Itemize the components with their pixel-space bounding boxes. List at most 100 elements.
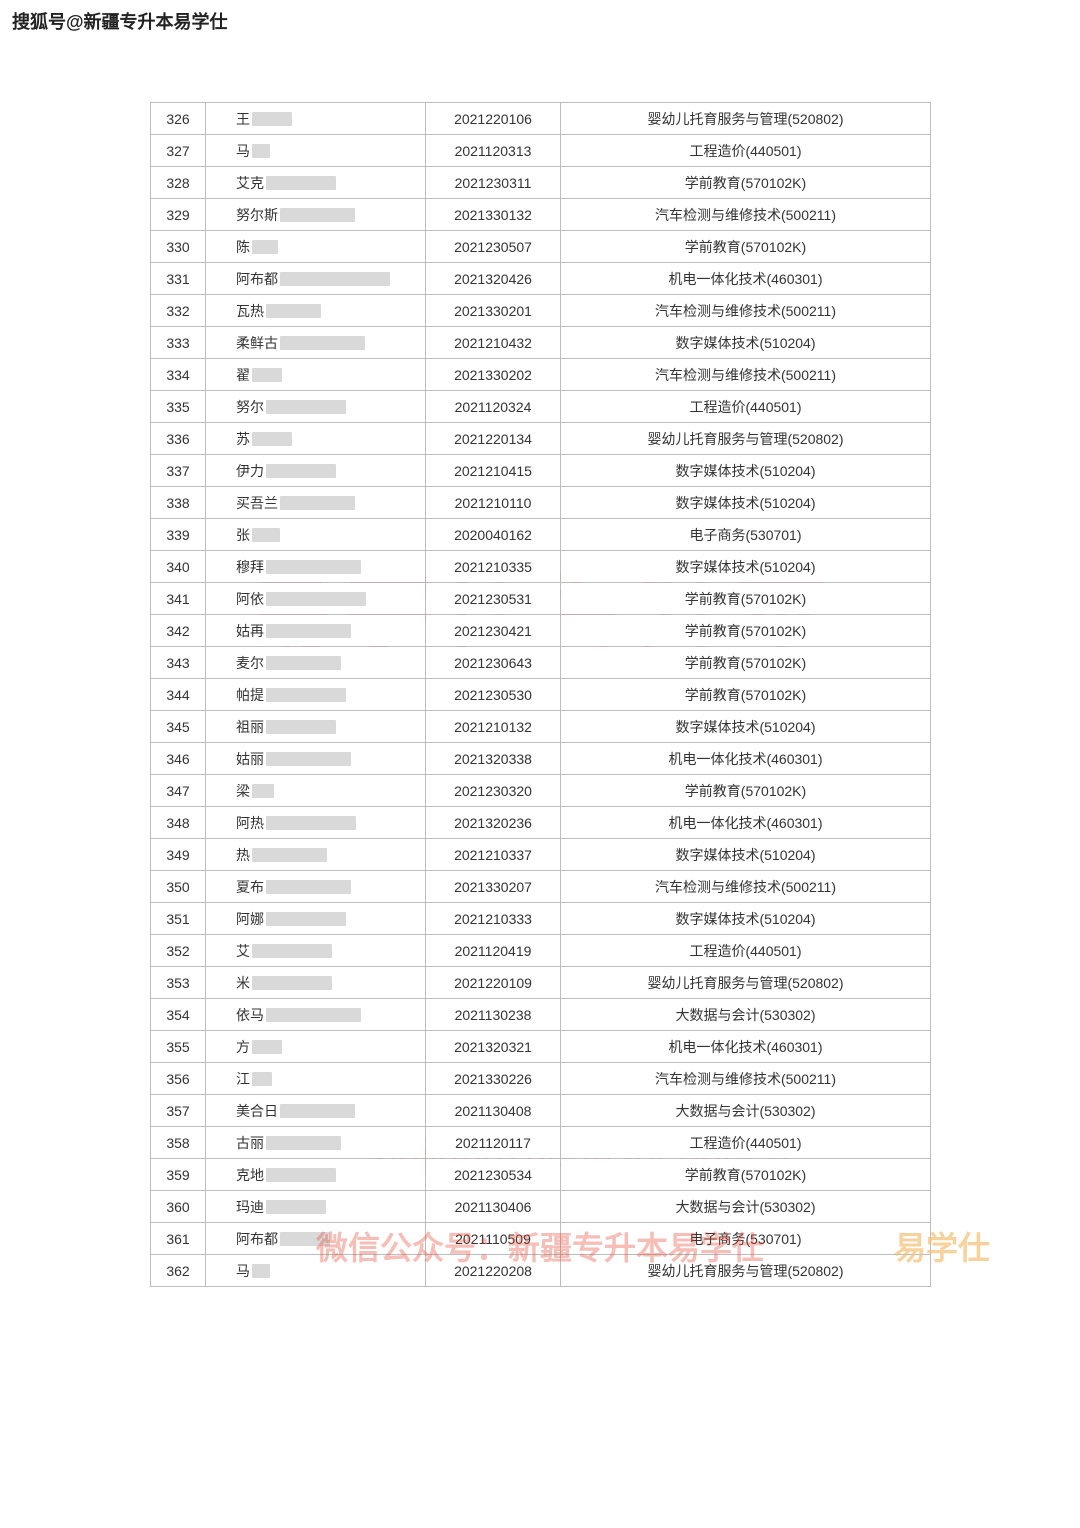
cell-index: 332: [151, 295, 206, 327]
cell-name: 美合日: [206, 1095, 426, 1127]
name-redaction: [266, 656, 341, 670]
name-redaction: [252, 528, 280, 542]
name-text: 王: [236, 109, 250, 129]
name-text: 祖丽: [236, 717, 264, 737]
cell-name: 江: [206, 1063, 426, 1095]
cell-name: 阿依: [206, 583, 426, 615]
table-row: 350夏布2021330207汽车检测与维修技术(500211): [151, 871, 931, 903]
table-row: 354依马2021130238大数据与会计(530302): [151, 999, 931, 1031]
cell-major: 学前教育(570102K): [561, 1159, 931, 1191]
cell-name: 瓦热: [206, 295, 426, 327]
cell-major: 汽车检测与维修技术(500211): [561, 199, 931, 231]
name-redaction: [266, 688, 346, 702]
cell-student-id: 2021330226: [426, 1063, 561, 1095]
name-redaction: [252, 976, 332, 990]
table-row: 330陈2021230507学前教育(570102K): [151, 231, 931, 263]
cell-major: 数字媒体技术(510204): [561, 711, 931, 743]
cell-index: 330: [151, 231, 206, 263]
name-text: 买吾兰: [236, 493, 278, 513]
cell-index: 357: [151, 1095, 206, 1127]
cell-student-id: 2021120117: [426, 1127, 561, 1159]
name-text: 梁: [236, 781, 250, 801]
name-text: 柔鲜古: [236, 333, 278, 353]
cell-major: 机电一体化技术(460301): [561, 263, 931, 295]
cell-major: 汽车检测与维修技术(500211): [561, 1063, 931, 1095]
name-text: 苏: [236, 429, 250, 449]
table-row: 333柔鲜古2021210432数字媒体技术(510204): [151, 327, 931, 359]
cell-index: 353: [151, 967, 206, 999]
table-row: 342姑再2021230421学前教育(570102K): [151, 615, 931, 647]
cell-major: 学前教育(570102K): [561, 647, 931, 679]
table-row: 337伊力2021210415数字媒体技术(510204): [151, 455, 931, 487]
name-text: 翟: [236, 365, 250, 385]
name-text: 阿布都: [236, 1229, 278, 1249]
cell-student-id: 2021220134: [426, 423, 561, 455]
cell-name: 努尔: [206, 391, 426, 423]
cell-student-id: 2021130406: [426, 1191, 561, 1223]
name-text: 陈: [236, 237, 250, 257]
cell-index: 348: [151, 807, 206, 839]
table-row: 346姑丽2021320338机电一体化技术(460301): [151, 743, 931, 775]
name-redaction: [252, 368, 282, 382]
cell-student-id: 2021230311: [426, 167, 561, 199]
cell-major: 机电一体化技术(460301): [561, 743, 931, 775]
cell-major: 大数据与会计(530302): [561, 1095, 931, 1127]
cell-major: 大数据与会计(530302): [561, 1191, 931, 1223]
cell-name: 梁: [206, 775, 426, 807]
cell-index: 354: [151, 999, 206, 1031]
cell-name: 热: [206, 839, 426, 871]
page-header: 搜狐号@新疆专升本易学仕: [0, 0, 1080, 42]
cell-major: 电子商务(530701): [561, 519, 931, 551]
cell-name: 穆拜: [206, 551, 426, 583]
name-text: 张: [236, 525, 250, 545]
name-redaction: [266, 912, 346, 926]
cell-name: 马: [206, 135, 426, 167]
name-text: 姑再: [236, 621, 264, 641]
table-row: 329努尔斯2021330132汽车检测与维修技术(500211): [151, 199, 931, 231]
name-text: 伊力: [236, 461, 264, 481]
cell-major: 学前教育(570102K): [561, 583, 931, 615]
cell-name: 马: [206, 1255, 426, 1287]
name-redaction: [252, 112, 292, 126]
name-redaction: [280, 336, 365, 350]
table-container: 易学仕专升本 xinjiangzhuanshengben 326王2021220…: [150, 102, 930, 1287]
cell-student-id: 2021210335: [426, 551, 561, 583]
cell-name: 姑再: [206, 615, 426, 647]
cell-student-id: 2021330132: [426, 199, 561, 231]
cell-student-id: 2021230534: [426, 1159, 561, 1191]
cell-student-id: 2021230531: [426, 583, 561, 615]
table-row: 327马2021120313工程造价(440501): [151, 135, 931, 167]
name-redaction: [252, 944, 332, 958]
cell-index: 326: [151, 103, 206, 135]
cell-index: 343: [151, 647, 206, 679]
cell-student-id: 2021230507: [426, 231, 561, 263]
name-text: 夏布: [236, 877, 264, 897]
cell-index: 339: [151, 519, 206, 551]
cell-index: 356: [151, 1063, 206, 1095]
table-row: 352艾2021120419工程造价(440501): [151, 935, 931, 967]
cell-index: 347: [151, 775, 206, 807]
cell-name: 艾克: [206, 167, 426, 199]
cell-name: 陈: [206, 231, 426, 263]
cell-name: 克地: [206, 1159, 426, 1191]
cell-major: 工程造价(440501): [561, 135, 931, 167]
table-row: 362马2021220208婴幼儿托育服务与管理(520802): [151, 1255, 931, 1287]
table-row: 348阿热2021320236机电一体化技术(460301): [151, 807, 931, 839]
table-row: 338买吾兰2021210110数字媒体技术(510204): [151, 487, 931, 519]
cell-major: 数字媒体技术(510204): [561, 839, 931, 871]
cell-major: 数字媒体技术(510204): [561, 551, 931, 583]
cell-name: 祖丽: [206, 711, 426, 743]
name-text: 马: [236, 141, 250, 161]
cell-name: 艾: [206, 935, 426, 967]
cell-student-id: 2021330201: [426, 295, 561, 327]
name-redaction: [252, 1072, 272, 1086]
table-row: 357美合日2021130408大数据与会计(530302): [151, 1095, 931, 1127]
table-row: 336苏2021220134婴幼儿托育服务与管理(520802): [151, 423, 931, 455]
cell-student-id: 2021320426: [426, 263, 561, 295]
cell-student-id: 2021220106: [426, 103, 561, 135]
name-text: 努尔斯: [236, 205, 278, 225]
cell-name: 玛迪: [206, 1191, 426, 1223]
cell-major: 工程造价(440501): [561, 391, 931, 423]
cell-student-id: 2021230530: [426, 679, 561, 711]
cell-major: 数字媒体技术(510204): [561, 903, 931, 935]
